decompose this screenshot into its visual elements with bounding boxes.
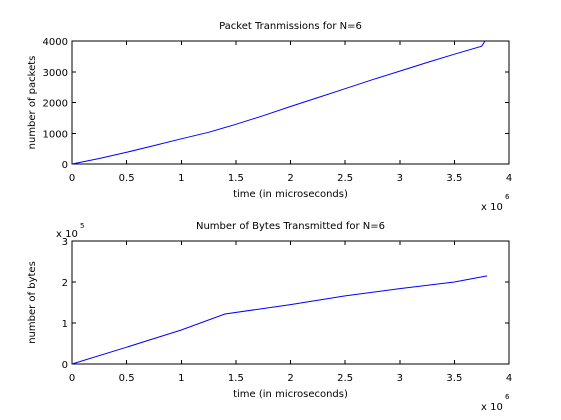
chart-title: Number of Bytes Transmitted for N=6 [196,221,385,232]
x-tick-label: 2 [287,173,293,184]
x-exponent-base: x 10 [481,202,503,213]
x-tick-label: 4 [506,373,512,384]
chart-1: 0 0.5 1 1.5 2 2.5 3 3.5 4 0 1000 2000 3000 4000 Packet… [27,21,512,213]
x-tick-label: 1 [178,173,184,184]
x-tick-label: 1.5 [228,373,244,384]
y-tick-label: 2000 [43,99,68,110]
x-axis-label: time (in microseconds) [233,389,348,400]
x-exponent-power: 6 [505,193,510,201]
x-tick-label: 0 [69,173,75,184]
y-axis-label: number of packets [27,56,38,150]
x-exponent-base: x 10 [481,402,503,413]
x-axis-label: time (in microseconds) [233,189,348,200]
plot-area [71,240,510,365]
x-tick-label: 1.5 [228,173,244,184]
y-exponent-power: 5 [80,222,84,230]
x-tick-label: 3 [397,373,403,384]
x-tick-label: 3.5 [446,373,462,384]
y-tick-label: 2 [62,278,68,289]
y-tick-label: 1 [62,319,68,330]
y-tick-label: 1000 [43,129,68,140]
x-tick-label: 4 [506,173,512,184]
x-tick-label: 2.5 [337,173,353,184]
y-exponent-base: x 10 [56,229,78,240]
y-tick-label: 4000 [43,37,68,48]
chart-2: 0 0.5 1 1.5 2 2.5 3 3.5 4 0 1 2 3 Number of Bytes Tra… [27,221,512,413]
x-tick-label: 0 [69,373,75,384]
y-tick-label: 3 [62,237,68,248]
x-tick-label: 3.5 [446,173,462,184]
x-tick-label: 1 [178,373,184,384]
x-exponent-power: 6 [505,393,510,401]
x-tick-label: 2.5 [337,373,353,384]
x-tick-label: 2 [287,373,293,384]
x-tick-label: 0.5 [119,173,135,184]
y-tick-label: 3000 [43,68,68,79]
series-line-1 [71,40,486,165]
x-tick-label: 3 [397,173,403,184]
plot-area [71,40,510,165]
chart-title: Packet Tranmissions for N=6 [219,21,362,32]
y-axis-label: number of bytes [27,261,38,344]
x-tick-label: 0.5 [119,373,135,384]
series-line-1 [71,275,488,365]
y-tick-label: 0 [62,360,68,371]
y-tick-label: 0 [62,160,68,171]
